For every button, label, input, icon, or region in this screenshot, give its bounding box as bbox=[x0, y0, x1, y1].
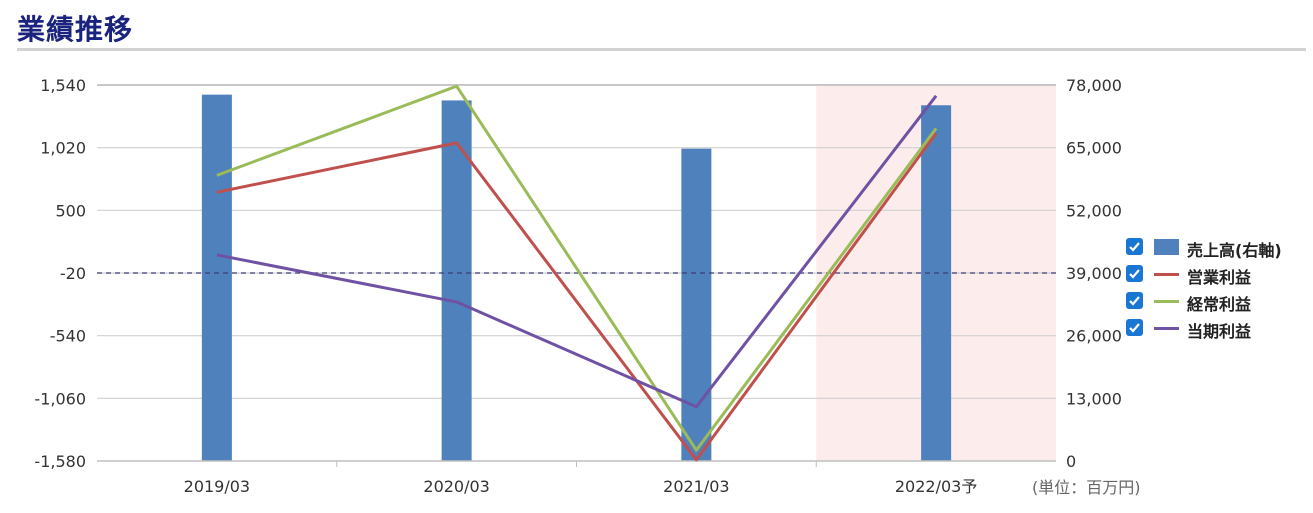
x-axis-category-label: 2021/03 bbox=[663, 477, 729, 496]
page-title: 業績推移 bbox=[17, 13, 134, 46]
legend-swatch-operating-profit bbox=[1154, 273, 1179, 276]
bar bbox=[681, 148, 712, 461]
left-axis-tick-label: -1,580 bbox=[34, 452, 86, 471]
right-axis-tick-label: 13,000 bbox=[1066, 389, 1122, 408]
right-axis-tick-label: 39,000 bbox=[1066, 264, 1122, 283]
right-axis-tick-label: 52,000 bbox=[1066, 201, 1122, 220]
legend-label-sales: 売上高(右軸) bbox=[1187, 241, 1282, 260]
legend-label-net-profit: 当期利益 bbox=[1187, 322, 1252, 341]
legend-item-ordinary-profit[interactable]: 経常利益 bbox=[1126, 292, 1306, 319]
legend-swatch-ordinary-profit bbox=[1154, 300, 1179, 303]
legend-checkbox-operating-profit[interactable] bbox=[1126, 265, 1143, 282]
legend-swatch-net-profit bbox=[1154, 327, 1179, 330]
bar bbox=[441, 100, 472, 461]
legend-item-net-profit[interactable]: 当期利益 bbox=[1126, 319, 1306, 346]
bar bbox=[201, 94, 232, 462]
legend-checkbox-sales[interactable] bbox=[1126, 238, 1143, 255]
legend-item-sales[interactable]: 売上高(右軸) bbox=[1126, 238, 1306, 265]
left-axis-tick-label: -1,060 bbox=[34, 389, 86, 408]
legend-checkbox-ordinary-profit[interactable] bbox=[1126, 292, 1143, 309]
legend-item-operating-profit[interactable]: 営業利益 bbox=[1126, 265, 1306, 292]
section-header: 業績推移 bbox=[0, 0, 1313, 52]
right-axis-tick-label: 78,000 bbox=[1066, 76, 1122, 95]
chart-legend: 売上高(右軸) 営業利益 経常利益 当期利益 bbox=[1126, 238, 1306, 346]
legend-checkbox-net-profit[interactable] bbox=[1126, 319, 1143, 336]
unit-label: (単位：百万円) bbox=[1032, 478, 1141, 497]
series-line bbox=[216, 84, 938, 452]
series-line bbox=[216, 132, 938, 462]
left-axis-tick-label: 500 bbox=[55, 201, 86, 220]
left-axis-tick-label: -540 bbox=[50, 327, 86, 346]
left-axis-tick-label: 1,540 bbox=[40, 76, 86, 95]
legend-label-ordinary-profit: 経常利益 bbox=[1187, 295, 1252, 314]
right-axis-tick-label: 26,000 bbox=[1066, 327, 1122, 346]
legend-swatch-sales bbox=[1154, 239, 1179, 255]
title-divider bbox=[17, 48, 1306, 51]
left-axis-tick-label: 1,020 bbox=[40, 139, 86, 158]
right-axis-tick-label: 0 bbox=[1066, 452, 1076, 471]
legend-label-operating-profit: 営業利益 bbox=[1187, 268, 1252, 287]
x-axis-category-label: 2019/03 bbox=[184, 477, 250, 496]
left-axis-tick-label: -20 bbox=[60, 264, 86, 283]
right-axis-tick-label: 65,000 bbox=[1066, 139, 1122, 158]
x-axis-category-label: 2022/03予 bbox=[895, 477, 977, 496]
series-line bbox=[216, 94, 938, 409]
x-axis-category-label: 2020/03 bbox=[423, 477, 489, 496]
bar bbox=[921, 105, 952, 461]
